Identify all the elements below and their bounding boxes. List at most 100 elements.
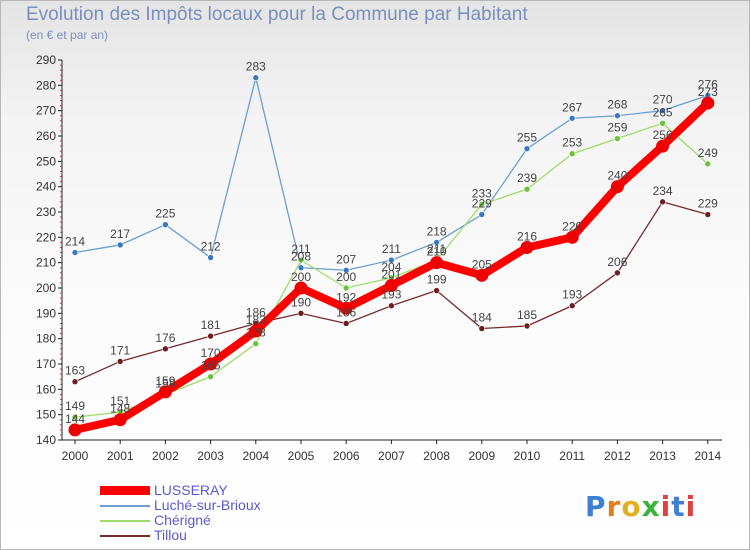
data-label: 249 (698, 146, 718, 160)
data-label: 216 (517, 229, 537, 243)
legend-label: Chérigné (154, 512, 211, 528)
data-point (433, 287, 440, 294)
y-tick-label: 290 (36, 53, 56, 67)
data-point (704, 211, 712, 218)
data-point (614, 269, 621, 277)
logo-letter: P (585, 490, 607, 523)
data-point (207, 254, 214, 261)
y-tick-label: 210 (36, 256, 56, 270)
data-point (71, 378, 79, 386)
data-label: 225 (155, 207, 175, 221)
y-tick-label: 280 (36, 78, 56, 92)
data-label: 163 (65, 364, 85, 378)
data-label: 158 (155, 376, 175, 390)
y-tick-label: 170 (36, 357, 56, 371)
data-label: 204 (381, 260, 401, 274)
data-label: 181 (201, 318, 221, 332)
data-point (433, 239, 440, 246)
data-label: 170 (201, 346, 221, 360)
y-tick-label: 220 (36, 230, 56, 244)
x-tick-label: 2008 (423, 449, 450, 463)
data-point (342, 320, 350, 327)
y-tick-label: 150 (36, 408, 56, 422)
legend-label: Luché-sur-Brioux (154, 497, 261, 513)
data-point (116, 241, 124, 249)
data-point (116, 358, 124, 365)
data-point (568, 150, 576, 158)
data-labels-layer: 214 217 225 212 283 208 207 211 218 229 255 267 268 2… (65, 60, 718, 426)
data-point (297, 264, 305, 272)
data-label: 207 (336, 252, 356, 266)
x-tick-label: 2007 (378, 449, 405, 463)
x-tick-label: 2004 (242, 449, 269, 463)
data-label: 205 (472, 257, 492, 271)
legend-label: LUSSERAY (154, 482, 228, 498)
data-point (207, 332, 214, 340)
x-tick-label: 2013 (649, 449, 676, 463)
data-point (342, 266, 350, 274)
logo-letter: t (671, 490, 686, 523)
y-tick-label: 140 (36, 433, 56, 447)
data-label: 218 (427, 224, 447, 238)
data-label: 273 (698, 85, 718, 99)
data-point (478, 325, 486, 332)
data-label: 259 (607, 121, 627, 135)
data-point (704, 160, 712, 168)
chart-subtitle: (en € et par an) (26, 28, 109, 42)
data-point (475, 268, 489, 282)
legend-swatch (100, 520, 150, 522)
x-tick-label: 2003 (197, 449, 224, 463)
data-label: 201 (381, 267, 401, 281)
data-point (388, 256, 395, 264)
data-point (384, 278, 398, 292)
data-point (113, 413, 127, 427)
logo-letter: o (621, 490, 642, 523)
data-point (158, 385, 172, 399)
data-label: 144 (65, 412, 85, 426)
data-label: 234 (653, 184, 673, 198)
series-layer (68, 74, 715, 437)
data-point (568, 114, 576, 122)
x-tick-label: 2002 (152, 449, 179, 463)
data-point (523, 322, 531, 330)
x-tick-label: 2006 (333, 449, 360, 463)
data-label: 208 (291, 250, 311, 264)
data-label: 206 (607, 255, 627, 269)
data-point (252, 340, 260, 348)
data-point (249, 324, 263, 338)
data-point (68, 423, 82, 437)
legend-swatch (100, 505, 150, 507)
data-point (701, 96, 715, 110)
data-label: 220 (562, 219, 582, 233)
chart-title: Evolution des Impôts locaux pour la Comm… (26, 4, 528, 25)
series-tillou (71, 198, 712, 386)
data-point (388, 302, 395, 310)
data-label: 239 (517, 171, 537, 185)
data-label: 211 (382, 242, 401, 256)
data-point (252, 74, 260, 82)
data-point (430, 256, 444, 270)
data-label: 159 (155, 374, 175, 388)
data-label: 255 (517, 131, 537, 145)
y-tick-label: 200 (36, 281, 56, 295)
data-label: 176 (155, 331, 175, 345)
data-label: 233 (472, 186, 492, 200)
data-label: 190 (291, 295, 311, 309)
data-label: 186 (246, 305, 266, 319)
data-point (659, 107, 666, 114)
data-label: 151 (110, 394, 130, 408)
data-label: 178 (246, 326, 266, 340)
y-tick-label: 160 (36, 382, 56, 396)
x-tick-label: 2001 (107, 449, 134, 463)
data-label: 185 (517, 308, 537, 322)
data-label: 283 (246, 60, 266, 74)
legend-swatch (100, 535, 150, 537)
data-point (162, 345, 169, 353)
data-label: 165 (201, 359, 221, 373)
x-tick-label: 2009 (468, 449, 495, 463)
data-point (520, 240, 534, 254)
data-label: 214 (65, 235, 85, 249)
data-point (523, 145, 531, 152)
logo-letter: i (660, 490, 672, 523)
data-label: 200 (336, 270, 356, 284)
